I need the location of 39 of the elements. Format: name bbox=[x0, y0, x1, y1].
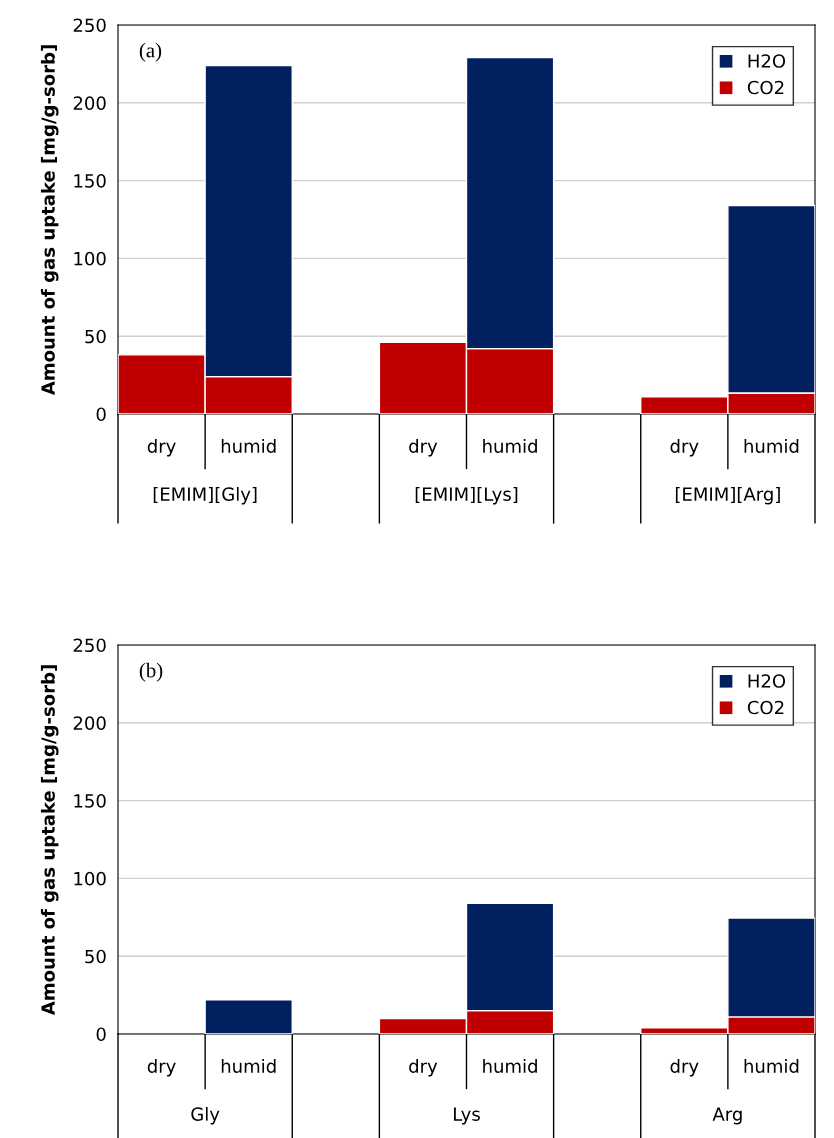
legend-label: CO2 bbox=[747, 80, 784, 95]
x-tick-label: dry bbox=[670, 1059, 699, 1077]
x-tick-label: dry bbox=[147, 1059, 176, 1077]
text: (a) bbox=[139, 42, 162, 62]
x-tick-label: dry bbox=[147, 439, 176, 457]
y-tick-label: 100 bbox=[74, 871, 106, 886]
text: [EMIM][Arg] bbox=[675, 486, 780, 505]
y-tick-label: 100 bbox=[74, 251, 106, 266]
x-tick-label: dry bbox=[409, 439, 438, 457]
legend-label: H2O bbox=[748, 674, 786, 688]
text: Arg bbox=[712, 1107, 742, 1125]
text: [EMIM][Lys] bbox=[415, 486, 518, 505]
x-tick-label: humid bbox=[744, 1059, 799, 1073]
y-tick-label: 50 bbox=[85, 949, 106, 964]
x-tick-label: dry bbox=[670, 439, 699, 457]
x-tick-label: dry bbox=[409, 1059, 438, 1077]
text: [EMIM][Gly] bbox=[153, 486, 257, 505]
y-tick-label: 200 bbox=[73, 716, 106, 730]
y-tick-label: 50 bbox=[85, 329, 106, 344]
y-tick-label: 250 bbox=[73, 638, 106, 653]
x-tick-label: humid bbox=[221, 439, 276, 453]
x-tick-label: humid bbox=[483, 1059, 537, 1073]
y-axis-title: Amount of gas uptake [mg/g-sorb] bbox=[40, 665, 59, 1016]
x-tick-label: humid bbox=[221, 1059, 276, 1073]
text: Gly bbox=[191, 1106, 220, 1125]
legend-label: CO2 bbox=[747, 700, 784, 715]
bar bbox=[204, 999, 293, 1034]
x-tick-label: humid bbox=[483, 439, 537, 453]
text: (b) bbox=[139, 662, 163, 682]
y-axis-title: Amount of gas uptake [mg/g-sorb] bbox=[40, 45, 59, 396]
legend-label: H2O bbox=[748, 54, 786, 68]
y-tick-label: 0 bbox=[96, 1027, 106, 1042]
y-tick-label: 150 bbox=[74, 794, 106, 808]
y-tick-label: 150 bbox=[74, 174, 106, 188]
y-tick-label: 200 bbox=[73, 96, 106, 110]
text: Lys bbox=[454, 1107, 480, 1125]
y-tick-label: 250 bbox=[73, 18, 106, 33]
x-tick-label: humid bbox=[744, 439, 799, 453]
y-tick-label: 0 bbox=[96, 407, 106, 422]
